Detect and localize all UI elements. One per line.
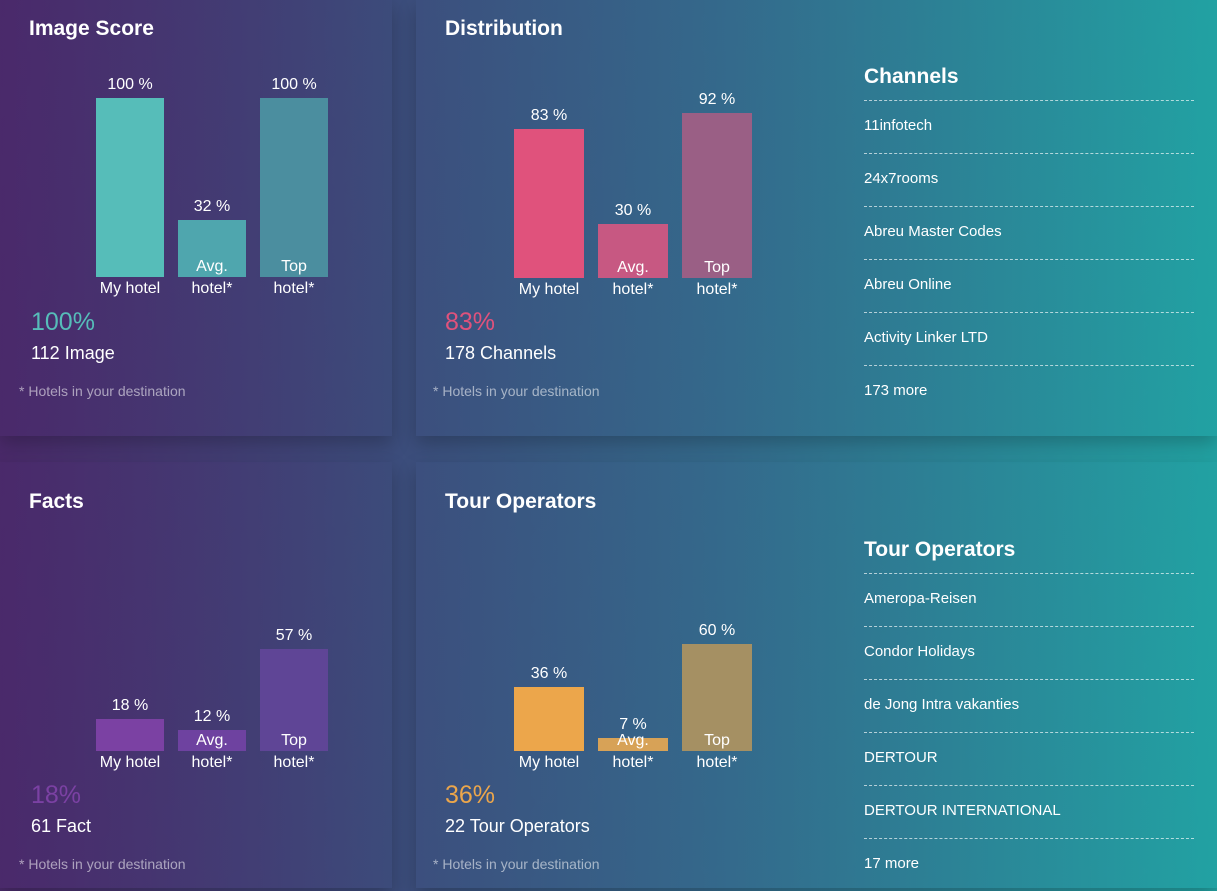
bar-category-label: hotel* — [273, 280, 315, 297]
list-item[interactable]: DERTOUR INTERNATIONAL — [864, 785, 1194, 838]
image-score-title: Image Score — [29, 17, 154, 40]
tour-operators-list: Tour Operators Ameropa-Reisen Condor Hol… — [864, 535, 1194, 891]
bar-value-label: 7 % — [619, 716, 647, 733]
bar-category-label: hotel* — [612, 281, 654, 298]
bar-value-label: 18 % — [111, 697, 149, 714]
bar-category-label: Top — [704, 732, 730, 749]
bar-value-label: 60 % — [698, 622, 736, 639]
bar-category-label: Top — [281, 732, 307, 749]
tour-operators-list-title: Tour Operators — [864, 538, 1016, 561]
distribution-big-value: 83% — [445, 308, 496, 336]
bar-category-label: hotel* — [612, 754, 654, 771]
list-item[interactable]: Abreu Online — [864, 259, 1194, 312]
tour-operators-more-link[interactable]: 17 more — [864, 838, 1194, 891]
bar-category-label: My hotel — [518, 754, 580, 771]
list-item[interactable]: 24x7rooms — [864, 153, 1194, 206]
bar-category-label: hotel* — [696, 281, 738, 298]
bar-value-label: 100 % — [107, 76, 153, 93]
chart-bar — [96, 719, 164, 751]
distribution-count: 178 Channels — [445, 343, 557, 363]
list-item[interactable]: Ameropa-Reisen — [864, 573, 1194, 626]
tour-operators-note: * Hotels in your destination — [433, 856, 600, 872]
bar-value-label: 83 % — [530, 107, 568, 124]
channels-more-link[interactable]: 173 more — [864, 365, 1194, 418]
list-item[interactable]: de Jong Intra vakanties — [864, 679, 1194, 732]
chart-bar — [598, 224, 668, 278]
bar-value-label: 100 % — [271, 76, 317, 93]
bar-value-label: 12 % — [193, 708, 231, 725]
chart-bar — [682, 644, 752, 751]
chart-bar — [260, 649, 328, 751]
distribution-chart: 83 % My hotel 30 % Avg. hotel* 92 % Top hotel* — [514, 70, 774, 300]
chart-bar — [96, 98, 164, 277]
chart-bar — [514, 687, 584, 751]
bar-value-label: 36 % — [530, 665, 568, 682]
bar-category-label: My hotel — [518, 281, 580, 298]
bar-value-label: 92 % — [698, 91, 736, 108]
image-score-chart: 100 % My hotel 32 % Avg. hotel* 100 % Top hotel… — [96, 70, 356, 300]
bar-category-label: Avg. — [617, 259, 649, 276]
bar-category-label: Top — [281, 258, 307, 275]
bar-category-label: hotel* — [191, 754, 233, 771]
list-item[interactable]: Abreu Master Codes — [864, 206, 1194, 259]
bar-value-label: 57 % — [275, 627, 313, 644]
chart-bar — [514, 129, 584, 278]
chart-bar — [260, 98, 328, 277]
bar-category-label: My hotel — [99, 754, 161, 771]
bar-value-label: 32 % — [193, 198, 231, 215]
bar-value-label: 30 % — [614, 202, 652, 219]
chart-bar — [682, 113, 752, 278]
list-item[interactable]: Activity Linker LTD — [864, 312, 1194, 365]
chart-bar — [178, 730, 246, 751]
tour-operators-count: 22 Tour Operators — [445, 816, 590, 836]
tour-operators-panel — [416, 462, 1217, 888]
bar-category-label: Top — [704, 259, 730, 276]
bar-category-label: Avg. — [617, 732, 649, 749]
list-item[interactable]: 11infotech — [864, 100, 1194, 153]
image-score-note: * Hotels in your destination — [19, 383, 186, 399]
bar-category-label: hotel* — [191, 280, 233, 297]
distribution-title: Distribution — [445, 17, 563, 40]
chart-bar — [598, 738, 668, 751]
distribution-note: * Hotels in your destination — [433, 383, 600, 399]
tour-operators-big-value: 36% — [445, 781, 496, 809]
chart-bar — [178, 220, 246, 277]
tour-operators-title: Tour Operators — [445, 490, 597, 513]
bar-category-label: My hotel — [99, 280, 161, 297]
bar-category-label: Avg. — [196, 258, 228, 275]
list-item[interactable]: Condor Holidays — [864, 626, 1194, 679]
facts-chart: 18 % My hotel 12 % Avg. hotel* 57 % Top hotel* — [96, 543, 356, 773]
facts-title: Facts — [29, 490, 84, 513]
tour-operators-chart: 36 % My hotel 7 % Avg. hotel* 60 % Top hotel* — [514, 543, 774, 773]
bar-category-label: Avg. — [196, 732, 228, 749]
facts-big-value: 18% — [31, 781, 82, 809]
bar-category-label: hotel* — [696, 754, 738, 771]
bar-category-label: hotel* — [273, 754, 315, 771]
list-item[interactable]: DERTOUR — [864, 732, 1194, 785]
facts-count: 61 Fact — [31, 816, 92, 836]
image-score-big-value: 100% — [31, 308, 95, 336]
channels-list: Channels 11infotech 24x7rooms Abreu Mast… — [864, 62, 1194, 418]
image-score-count: 112 Image — [31, 343, 115, 363]
facts-note: * Hotels in your destination — [19, 856, 186, 872]
channels-list-title: Channels — [864, 65, 959, 88]
